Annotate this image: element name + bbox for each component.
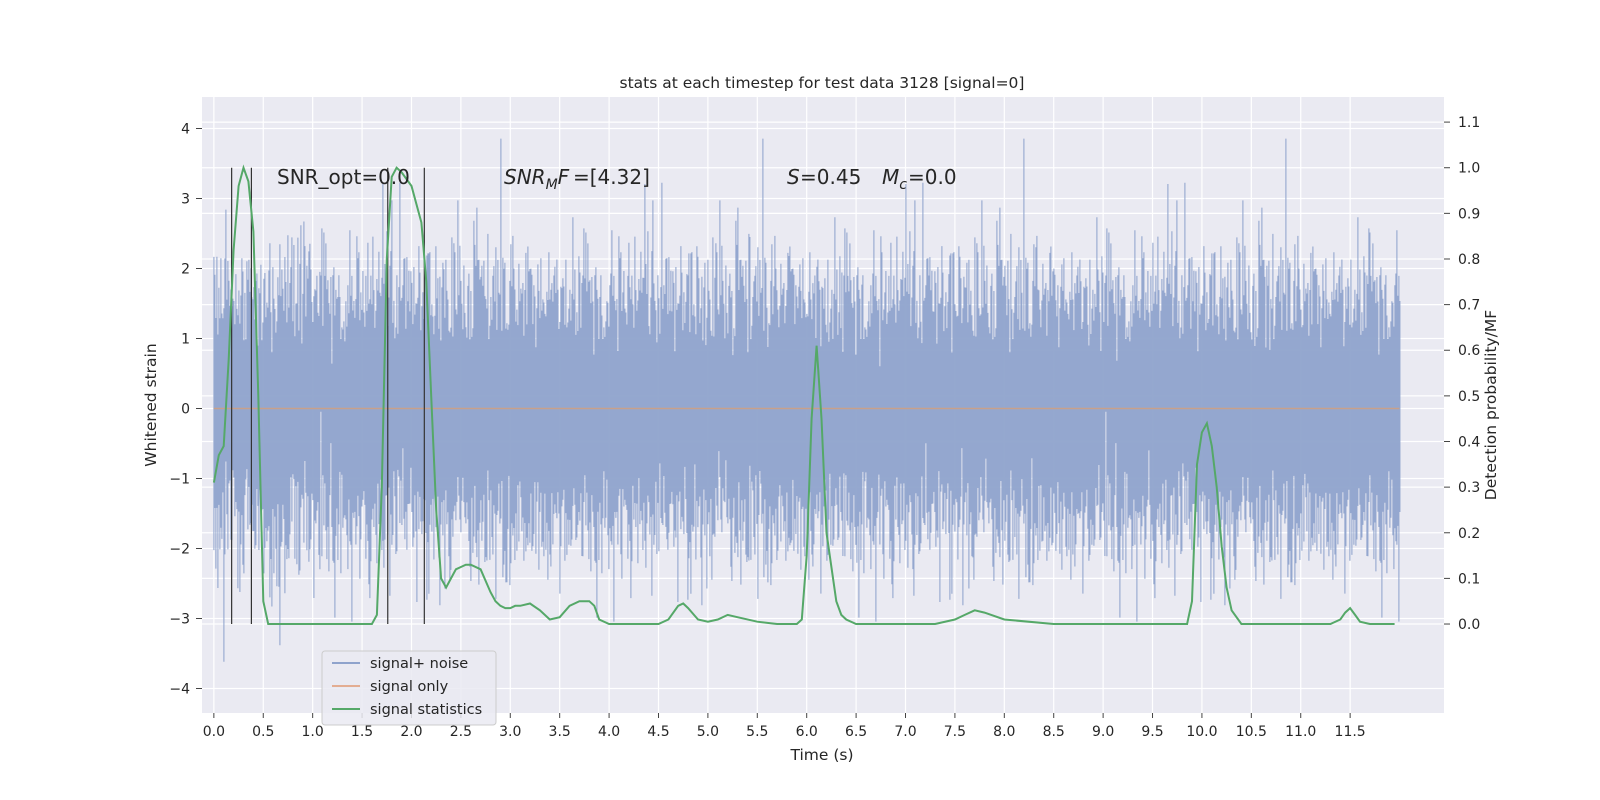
left-tick-label: 1 [181, 332, 190, 348]
legend: signal+ noise signal only signal statist… [321, 650, 497, 726]
legend-label-noise: signal+ noise [370, 656, 468, 672]
x-tick-label: 4.0 [598, 724, 620, 740]
right-axis-label: Detection probability/MF [1482, 310, 1500, 501]
left-tick-label: 0 [181, 402, 190, 418]
x-tick-label: 5.0 [697, 724, 719, 740]
left-tick-label: −3 [169, 612, 190, 628]
left-tick-label: 3 [181, 192, 190, 208]
left-tick-label: 2 [181, 262, 190, 278]
right-tick-label: 0.6 [1458, 343, 1480, 359]
right-tick-label: 0.3 [1458, 480, 1480, 496]
x-axis-ticks: 0.0 0.5 1.0 1.5 2.0 2.5 3.0 3.5 4.0 4.5 5.0 5.5 6.0 6… [203, 713, 1366, 740]
right-tick-label: 1.0 [1458, 161, 1480, 177]
left-tick-label: −4 [169, 682, 190, 698]
x-tick-label: 8.0 [993, 724, 1015, 740]
signal-statistics-line [212, 164, 1395, 625]
annotation-mc: Mc =0.0 [882, 165, 957, 193]
annotation-snr-mf: SNRMF =[4.32] [504, 165, 650, 193]
left-axis-ticks: −4 −3 −2 −1 0 1 2 3 4 [169, 122, 202, 698]
x-tick-label: 9.5 [1141, 724, 1163, 740]
x-tick-label: 10.5 [1236, 724, 1267, 740]
x-axis-label: Time (s) [789, 746, 853, 764]
right-axis-ticks: 0.0 0.1 0.2 0.3 0.4 0.5 0.6 0.7 0.8 0.9 1.0 1.1 [1444, 115, 1480, 633]
right-tick-label: 0.4 [1458, 435, 1480, 451]
x-tick-label: 0.0 [203, 724, 225, 740]
x-tick-label: 2.0 [400, 724, 422, 740]
x-tick-label: 3.0 [499, 724, 521, 740]
right-tick-label: 0.8 [1458, 252, 1480, 268]
right-tick-label: 1.1 [1458, 115, 1480, 131]
x-tick-label: 5.5 [746, 724, 768, 740]
right-tick-label: 0.1 [1458, 571, 1480, 587]
annotation-s-symbol: S [787, 165, 800, 189]
signal-statistics-series [212, 164, 1395, 625]
noise-band-path [213, 138, 1401, 662]
legend-label-stats: signal statistics [370, 702, 482, 718]
x-tick-label: 3.5 [549, 724, 571, 740]
right-tick-label: 0.0 [1458, 617, 1480, 633]
x-tick-label: 8.5 [1043, 724, 1065, 740]
left-axis-label: Whitened strain [142, 343, 160, 466]
right-tick-label: 0.5 [1458, 389, 1480, 405]
legend-label-signal: signal only [370, 679, 449, 695]
x-tick-label: 6.0 [796, 724, 818, 740]
x-tick-label: 1.0 [302, 724, 324, 740]
left-tick-label: 4 [181, 122, 190, 138]
annotation-snr-opt: SNR_opt=0.0 [277, 165, 410, 189]
x-tick-label: 7.5 [944, 724, 966, 740]
annotation-mc-symbol: Mc [882, 165, 907, 193]
annotation-s-value: =0.45 [800, 165, 861, 189]
right-tick-label: 0.2 [1458, 526, 1480, 542]
x-tick-label: 11.0 [1285, 724, 1316, 740]
x-tick-label: 0.5 [252, 724, 274, 740]
signal-plus-noise-series [213, 138, 1401, 662]
chart-title: stats at each timestep for test data 312… [620, 74, 1025, 92]
x-tick-label: 10.0 [1186, 724, 1217, 740]
x-tick-label: 7.0 [894, 724, 916, 740]
annotation-s: S =0.45 [787, 165, 861, 189]
right-tick-label: 0.9 [1458, 206, 1480, 222]
annotation-snr-mf-symbol: SNRMF [504, 165, 570, 193]
left-tick-label: −1 [169, 472, 190, 488]
x-tick-label: 9.0 [1092, 724, 1114, 740]
x-tick-label: 11.5 [1335, 724, 1366, 740]
annotation-snr-mf-value: =[4.32] [573, 165, 650, 189]
right-tick-label: 0.7 [1458, 298, 1480, 314]
left-tick-label: −2 [169, 542, 190, 558]
x-tick-label: 6.5 [845, 724, 867, 740]
legend-box [321, 650, 497, 726]
x-tick-label: 1.5 [351, 724, 373, 740]
x-tick-label: 4.5 [647, 724, 669, 740]
x-tick-label: 2.5 [450, 724, 472, 740]
annotation-mc-value: =0.0 [908, 165, 957, 189]
